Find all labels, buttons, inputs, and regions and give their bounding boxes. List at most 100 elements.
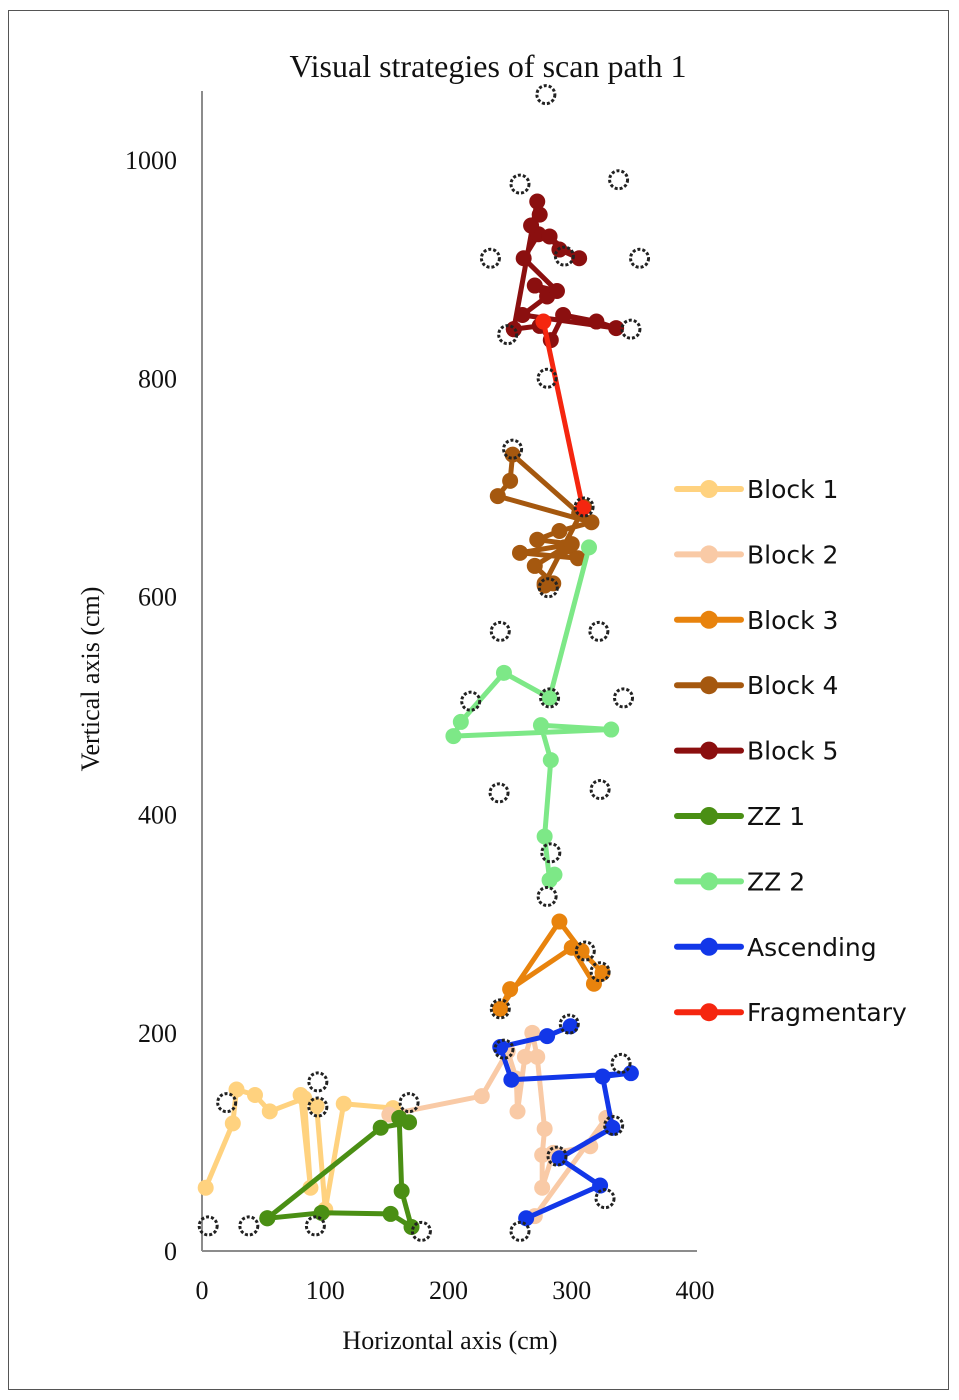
legend-label: Block 1 xyxy=(747,475,838,504)
series-point xyxy=(594,1068,611,1085)
series-line xyxy=(540,319,586,511)
series-point xyxy=(495,664,512,681)
series-point xyxy=(531,206,548,223)
x-tick-label: 300 xyxy=(552,1276,591,1305)
target-marker xyxy=(588,620,610,642)
x-tick-label: 100 xyxy=(306,1276,345,1305)
series-point xyxy=(515,250,532,267)
series-point xyxy=(542,752,559,769)
target-marker xyxy=(537,577,559,599)
legend-label: Ascending xyxy=(747,933,877,962)
legend-swatch-marker xyxy=(700,807,718,825)
series-point xyxy=(393,1183,410,1199)
legend-label: Block 2 xyxy=(747,540,838,569)
series-point xyxy=(503,1071,520,1088)
series-point xyxy=(259,1210,276,1227)
series-point xyxy=(603,721,620,738)
legend-swatch-marker xyxy=(700,480,718,498)
target-marker xyxy=(497,324,519,346)
y-tick-label: 400 xyxy=(138,801,177,830)
target-marker xyxy=(594,1188,616,1210)
x-tick-label: 200 xyxy=(429,1276,468,1305)
target-marker xyxy=(573,496,595,518)
series-point xyxy=(573,943,590,959)
series-point xyxy=(224,1115,241,1132)
legend-item: Block 1 xyxy=(674,475,838,504)
series-point xyxy=(492,1000,509,1017)
legend-swatch-marker xyxy=(700,1003,718,1022)
target-marker xyxy=(629,247,651,269)
series-point xyxy=(445,728,462,745)
series-point xyxy=(548,283,565,299)
legend-label: Block 4 xyxy=(747,671,838,700)
legend-swatch-marker xyxy=(700,872,718,891)
axis-ticks: 0 100 200 300 400 0 200 400 600 800 1000 xyxy=(125,146,715,1305)
series-point xyxy=(529,531,546,548)
series-point xyxy=(523,217,540,234)
series-point xyxy=(622,1065,639,1082)
series-point xyxy=(511,544,528,561)
target-marker xyxy=(238,1215,260,1237)
series-point xyxy=(372,1119,389,1136)
legend-swatch-marker xyxy=(700,610,718,629)
series-point xyxy=(401,1114,418,1131)
legend-item: Block 5 xyxy=(674,737,838,766)
series-group xyxy=(197,193,639,1235)
target-marker xyxy=(304,1215,326,1237)
series-point xyxy=(335,1095,352,1112)
target-marker xyxy=(608,169,630,191)
target-marker xyxy=(509,1220,531,1242)
legend: Block 1 Block 2 Block 3 Block 4 Block 5 ZZ 1 Z… xyxy=(674,475,907,1027)
legend-item: Fragmentary xyxy=(674,998,907,1027)
series-point xyxy=(536,1120,553,1137)
legend-item: ZZ 2 xyxy=(674,867,805,896)
target-marker xyxy=(574,940,596,962)
series-line xyxy=(495,452,594,588)
series-line xyxy=(386,1030,609,1219)
series-point xyxy=(197,1179,214,1196)
target-marker xyxy=(620,318,642,340)
y-tick-label: 1000 xyxy=(125,146,177,175)
legend-item: Block 3 xyxy=(674,606,838,635)
series-point xyxy=(313,1204,330,1221)
chart-title: Visual strategies of scan path 1 xyxy=(289,48,686,84)
target-marker xyxy=(509,173,531,195)
series-point xyxy=(509,1103,526,1120)
series-point xyxy=(555,307,572,323)
series-point xyxy=(502,472,519,489)
series-point xyxy=(518,1210,535,1227)
target-marker xyxy=(540,842,562,864)
target-marker xyxy=(553,245,575,267)
series-point xyxy=(246,1087,263,1103)
target-marker xyxy=(216,1092,238,1114)
series-point xyxy=(529,193,546,210)
series-point xyxy=(534,1179,551,1196)
target-marker xyxy=(489,998,511,1020)
series-point xyxy=(551,523,568,539)
legend-item: Block 2 xyxy=(674,540,838,569)
y-tick-label: 200 xyxy=(138,1019,177,1048)
target-marker xyxy=(558,1013,580,1035)
y-tick-label: 800 xyxy=(138,364,177,393)
target-marker xyxy=(307,1071,329,1093)
series-block-1 xyxy=(197,1081,402,1218)
series-zz-2 xyxy=(445,539,620,889)
series-line xyxy=(497,919,606,1012)
series-point xyxy=(452,713,469,730)
series-point xyxy=(514,307,531,323)
series-point xyxy=(583,514,600,531)
target-marker xyxy=(488,782,510,804)
target-marker xyxy=(610,1052,632,1074)
series-point xyxy=(308,1097,325,1114)
target-marker xyxy=(613,687,635,709)
series-point xyxy=(228,1081,245,1098)
target-marker xyxy=(502,438,524,460)
series-point xyxy=(502,981,519,998)
target-marker xyxy=(535,84,557,106)
series-point xyxy=(569,550,586,567)
target-marker xyxy=(460,690,482,712)
legend-label: Block 5 xyxy=(747,737,838,766)
y-axis-label: Vertical axis (cm) xyxy=(76,587,105,772)
target-marker xyxy=(603,1115,625,1137)
legend-swatch-marker xyxy=(700,741,718,760)
